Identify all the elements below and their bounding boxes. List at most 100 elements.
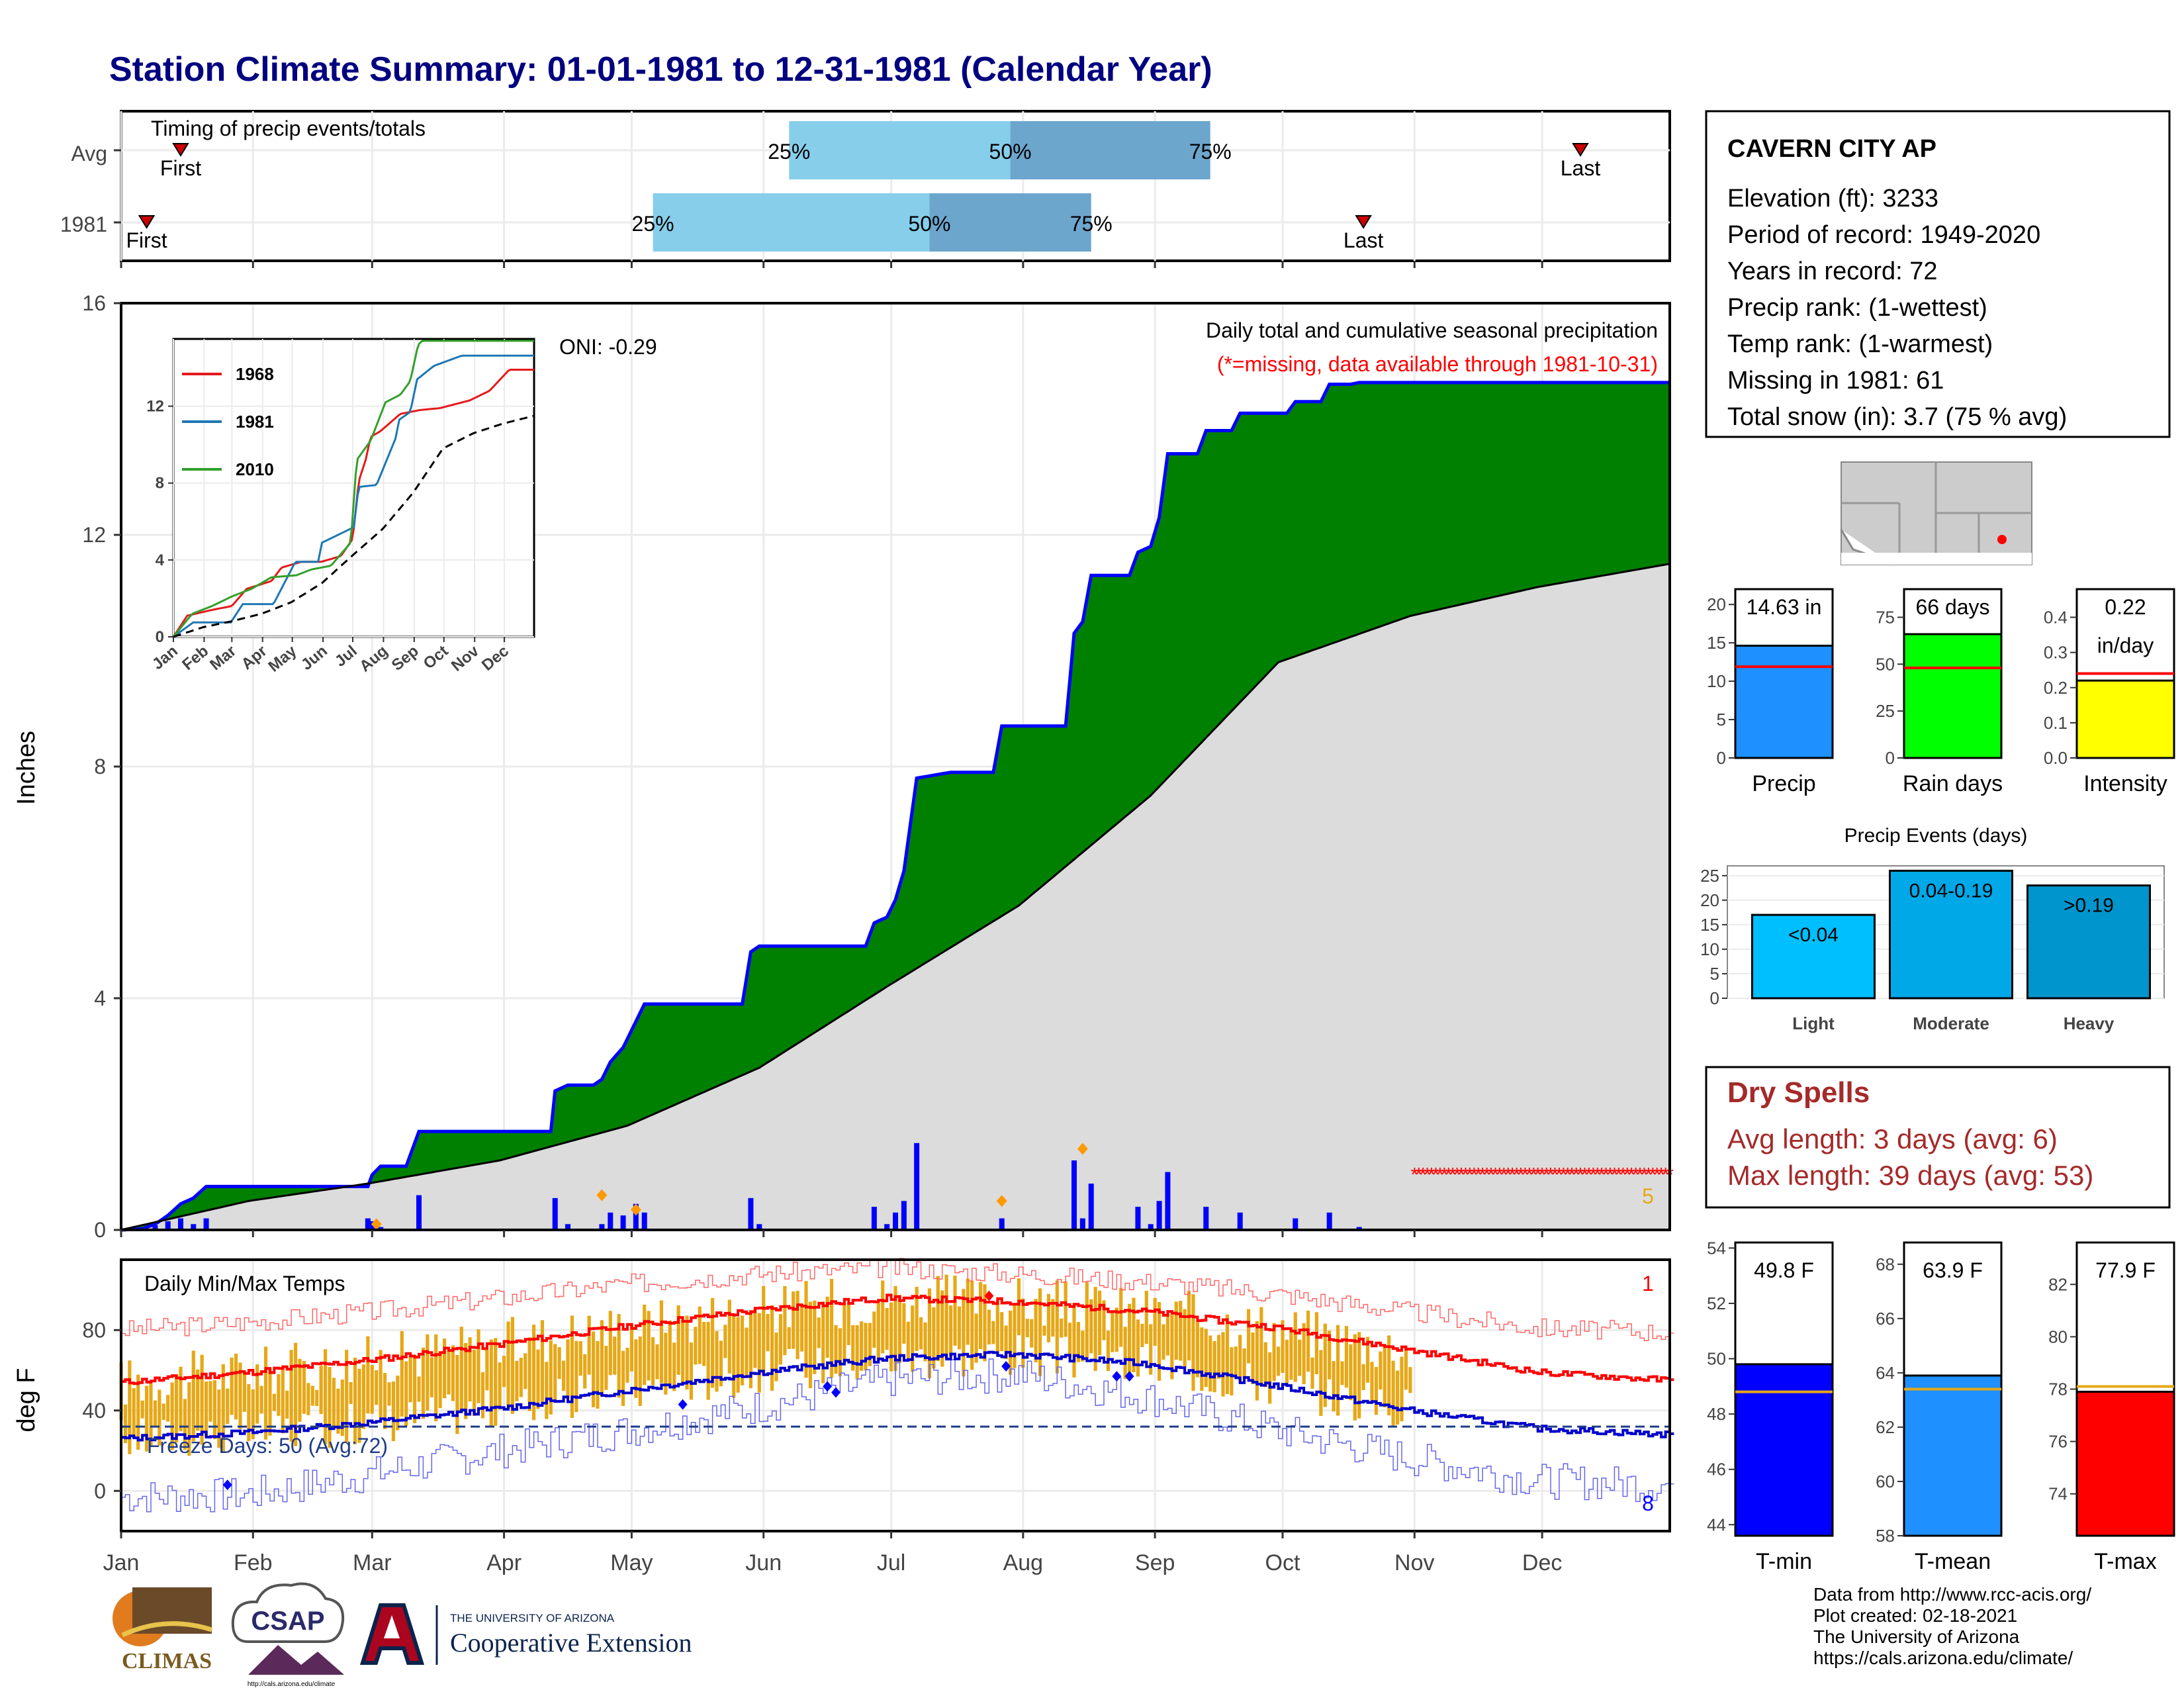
daily-temp-bar: [643, 1304, 647, 1385]
daily-temp-bar: [1132, 1297, 1136, 1372]
temp-summary-bar: [1734, 1363, 1834, 1537]
daily-temp-bar: [897, 1295, 902, 1364]
missing-mark: *: [1543, 1164, 1551, 1186]
daily-temp-bar: [1115, 1307, 1118, 1352]
daily-temp-bar: [834, 1325, 838, 1374]
daily-temp-bar: [366, 1336, 370, 1414]
daily-temp-bar: [1314, 1312, 1319, 1374]
daily-temp-bar: [289, 1350, 293, 1442]
daily-temp-bar: [762, 1286, 766, 1375]
summary-y-tick-label: 0: [1717, 748, 1726, 768]
temp-summary-y-tick-label: 76: [2048, 1432, 2068, 1452]
daily-temp-bar: [480, 1372, 485, 1419]
daily-precip-bar: [1237, 1212, 1243, 1230]
daily-temp-bar: [1179, 1301, 1183, 1361]
daily-temp-bar: [158, 1389, 161, 1446]
daily-temp-bar: [1144, 1290, 1148, 1344]
daily-temp-bar: [608, 1311, 612, 1376]
missing-mark: *: [1504, 1164, 1512, 1186]
daily-temp-bar: [1293, 1312, 1297, 1382]
daily-precip-bar: [620, 1215, 626, 1230]
inset-line: [172, 340, 534, 637]
temp-y-tick-label: 80: [82, 1318, 106, 1342]
csap-logo-url: http://cals.arizona.edu/climate: [248, 1681, 336, 1688]
daily-temp-bar: [430, 1357, 433, 1397]
missing-mark: *: [1517, 1164, 1525, 1186]
timing-marks: 25% 50% 75% First Last 25% 50% 75% First Last: [114, 121, 1600, 252]
temp-summary-y-tick-label: 58: [1876, 1526, 1895, 1546]
daily-temp-bar: [574, 1340, 578, 1413]
avg-min-line: [121, 1350, 1674, 1442]
missing-mark: *: [1649, 1164, 1657, 1186]
daily-temp-bar: [817, 1317, 821, 1348]
daily-precip-bar: [1088, 1184, 1094, 1230]
daily-temp-bar: [1408, 1367, 1412, 1393]
cumulative-precip-line: [120, 381, 1670, 1232]
timing-box-lower: [653, 193, 930, 252]
daily-temp-bar: [204, 1381, 208, 1437]
daily-temp-bar: [455, 1355, 459, 1434]
missing-mark: *: [1483, 1164, 1491, 1186]
daily-temp-bar: [966, 1278, 970, 1345]
missing-mark: *: [1534, 1164, 1542, 1186]
daily-temp-bar: [353, 1357, 357, 1444]
daily-temp-bar: [1310, 1357, 1314, 1389]
daily-precip-bar: [203, 1218, 209, 1230]
missing-mark: *: [1415, 1164, 1423, 1186]
daily-temp-bar: [426, 1334, 430, 1411]
daily-temp-bar: [578, 1340, 582, 1376]
csap-logo-cloud: [231, 1582, 345, 1643]
daily-temp-bar: [502, 1356, 506, 1387]
daily-temp-bar: [1060, 1318, 1064, 1338]
credit-line: https://cals.arizona.edu/climate/: [1813, 1648, 2073, 1668]
timing-last-label: Last: [1561, 156, 1601, 180]
daily-temp-bar: [1119, 1288, 1123, 1347]
events-y-tick-label: 0: [1710, 988, 1719, 1008]
timing-first-marker: [172, 143, 189, 157]
daily-temp-bar: [902, 1303, 906, 1344]
record-marker: [1124, 1371, 1134, 1382]
daily-precip-bar: [152, 1225, 158, 1230]
daily-temp-bar: [1395, 1370, 1400, 1425]
daily-temp-bar: [689, 1342, 694, 1400]
month-label: Oct: [1265, 1550, 1300, 1575]
daily-temp-bar: [1046, 1293, 1051, 1342]
daily-temp-bar: [515, 1360, 519, 1401]
daily-temp-bar: [387, 1382, 391, 1406]
daily-temp-bar: [1165, 1313, 1170, 1356]
station-line: Elevation (ft): 3233: [1727, 185, 1938, 212]
summary-bar: [1734, 644, 1834, 759]
temp-summary-bars: 44 46 48 50 52 54 49.8 F T-min 58 60 62 64 66 68 63.9 …: [1707, 1238, 2175, 1574]
temp-summary-y-tick-label: 80: [2048, 1327, 2068, 1346]
daily-temp-bar: [212, 1380, 217, 1440]
missing-mark: *: [1555, 1164, 1563, 1186]
daily-temp-bar: [889, 1302, 893, 1372]
daily-temp-bar: [694, 1327, 698, 1365]
daily-temp-bar: [617, 1314, 621, 1398]
summary-y-tick-label: 0.1: [2044, 713, 2068, 733]
daily-temp-bar: [655, 1344, 659, 1380]
daily-temp-bar: [1255, 1321, 1259, 1401]
station-line: Missing in 1981: 61: [1727, 367, 1944, 395]
daily-precip-bar: [369, 1221, 375, 1230]
record-marker: [831, 1387, 841, 1398]
inset-line: [173, 414, 535, 638]
daily-temp-bar: [651, 1337, 655, 1385]
daily-temp-bar: [375, 1370, 379, 1405]
daily-temp-bar: [919, 1317, 923, 1350]
temp-y-tick-label: 0: [94, 1479, 106, 1503]
dry-max-line: Max length: 39 days (avg: 53): [1727, 1160, 2093, 1191]
missing-mark: *: [1564, 1164, 1572, 1186]
temp-summary-y-tick-label: 50: [1707, 1349, 1726, 1369]
daily-temp-bar: [1306, 1310, 1310, 1372]
record-marker: [984, 1290, 994, 1301]
daily-temp-bar: [1097, 1290, 1102, 1356]
station-line: Years in record: 72: [1727, 258, 1938, 285]
daily-temp-bar: [625, 1348, 629, 1383]
daily-temp-bar: [1008, 1310, 1013, 1375]
daily-temp-bar: [953, 1275, 957, 1346]
daily-temp-bar: [306, 1383, 310, 1415]
events-y-tick-label: 25: [1700, 866, 1719, 886]
daily-temp-bar: [221, 1364, 225, 1452]
missing-mark: *: [1568, 1164, 1576, 1186]
